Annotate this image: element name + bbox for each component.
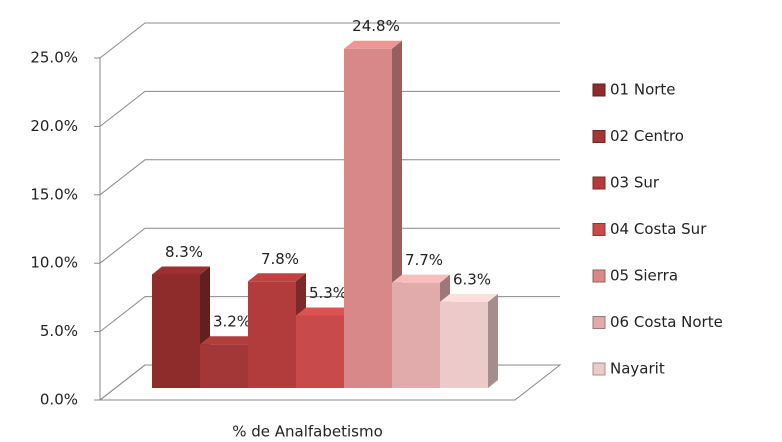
bar: [344, 48, 392, 389]
data-label: 3.2%: [213, 313, 251, 331]
data-label: 8.3%: [165, 243, 203, 261]
bar-top: [392, 274, 450, 283]
bar: [392, 282, 440, 388]
bar: [440, 301, 488, 388]
data-label: 24.8%: [352, 17, 400, 35]
legend-label: 06 Costa Norte: [610, 313, 723, 331]
legend-label: 04 Costa Sur: [610, 220, 707, 238]
legend-swatch: [592, 83, 606, 97]
bar-top: [200, 336, 258, 345]
bar-top: [296, 307, 354, 316]
bar: [248, 281, 296, 388]
data-label: 7.8%: [261, 250, 299, 268]
data-label: 5.3%: [309, 284, 347, 302]
legend-label: 02 Centro: [610, 127, 684, 145]
legend-swatch: [592, 316, 606, 329]
grid-line: [99, 227, 560, 264]
y-tick-label: 20.0%: [30, 117, 78, 135]
bar: [296, 315, 344, 388]
legend-label: 03 Sur: [610, 174, 660, 192]
bar: [152, 274, 200, 388]
data-label: 6.3%: [453, 270, 491, 288]
bar-top: [152, 266, 210, 275]
legend-label: 01 Norte: [610, 81, 676, 99]
legend-label: Nayarit: [610, 360, 665, 378]
bar-top: [248, 273, 306, 282]
y-tick-label: 25.0%: [30, 49, 78, 67]
legend-swatch: [592, 269, 606, 283]
legend-swatch: [592, 362, 606, 376]
y-tick-label: 10.0%: [30, 254, 78, 272]
grid-line: [99, 159, 560, 196]
y-tick-label: 0.0%: [40, 391, 78, 409]
legend-label: 05 Sierra: [610, 267, 678, 285]
y-tick-label: 15.0%: [30, 185, 78, 203]
legend-swatch: [592, 176, 606, 190]
bar: [200, 344, 248, 388]
grid-line: [99, 90, 560, 127]
grid-line: [99, 22, 560, 59]
legend-swatch: [592, 223, 606, 236]
legend-swatch: [592, 130, 606, 143]
bar-top: [344, 40, 402, 49]
x-tick-label: % de Analfabetismo: [232, 423, 383, 441]
bar-top: [440, 293, 498, 302]
data-label: 7.7%: [405, 251, 443, 269]
bar-side: [488, 293, 498, 388]
y-tick-label: 5.0%: [40, 322, 78, 340]
